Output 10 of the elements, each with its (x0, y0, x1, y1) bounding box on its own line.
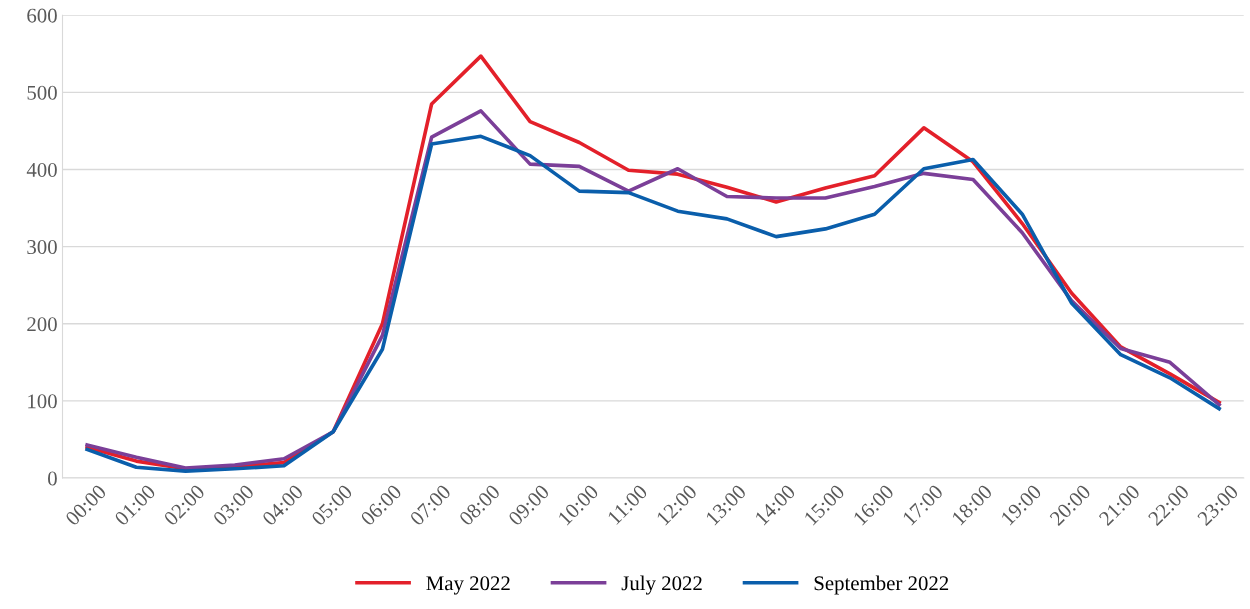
y-tick-label: 300 (27, 240, 57, 255)
legend-label: May 2022 (426, 576, 510, 595)
y-tick-label: 600 (27, 8, 57, 23)
y-tick-label: 0 (48, 471, 57, 486)
y-tick-label: 200 (27, 317, 57, 332)
y-tick-label: 500 (27, 85, 57, 100)
y-tick-label: 400 (26, 162, 57, 177)
y-tick-label: 100 (28, 394, 57, 409)
legend-label: July 2022 (621, 575, 702, 595)
legend-label: September 2022 (814, 575, 949, 595)
